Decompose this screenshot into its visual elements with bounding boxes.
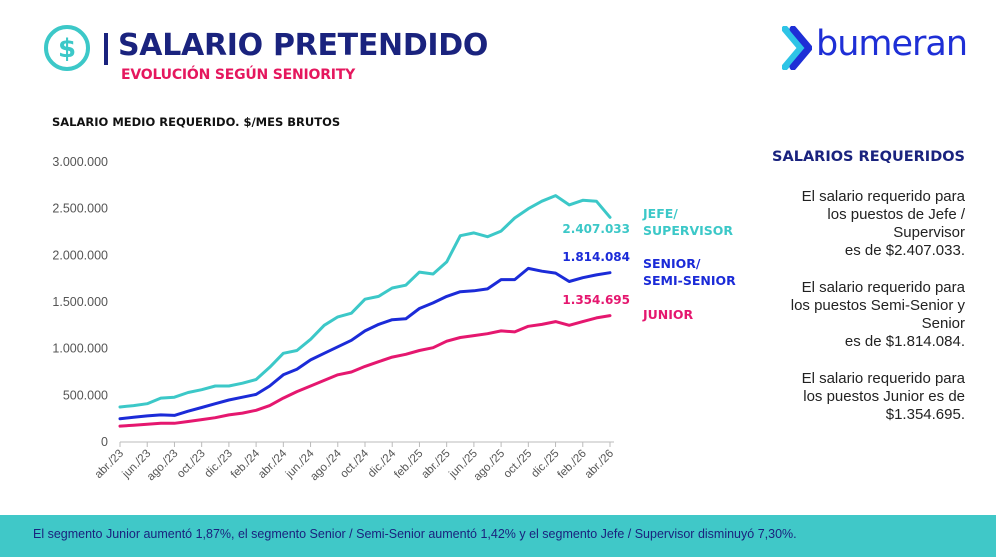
y-tick-label: 0 [101,435,108,449]
y-tick-label: 3.000.000 [52,155,108,169]
y-tick-label: 1.000.000 [52,342,108,356]
x-tick-label: abr./25 [419,448,452,481]
side-line: Supervisor [893,224,965,241]
salary-line-chart: 0 500.000 1.000.000 1.500.000 2.000.000 2.500… [52,155,736,484]
side-line: El salario requerido para [801,279,965,296]
footer-bar: El segmento Junior aumentó 1,87%, el seg… [0,515,996,557]
x-tick-label: abr./26 [583,448,616,481]
series-line-2 [118,314,612,428]
side-line: los puestos Junior es de [803,388,965,405]
side-line: El salario requerido para [801,188,965,205]
x-tick-label: ago./23 [145,448,181,484]
x-tick-label: feb./25 [392,448,425,481]
y-tick-label: 500.000 [63,388,108,402]
side-line: es de $2.407.033. [844,242,965,259]
x-tick-label: oct./23 [175,448,208,481]
series-name-label: JEFE/ [642,206,678,221]
series-line-0 [118,194,612,409]
bumeran-arrow-icon [782,26,812,70]
series-name-label: SUPERVISOR [643,223,733,238]
x-tick-label: dic./25 [529,448,561,480]
series-name-label: SEMI-SENIOR [643,273,736,288]
x-tick-label: feb./24 [229,447,263,481]
side-line: es de $1.814.084. [844,333,965,350]
side-line: los puestos de Jefe / [827,206,965,223]
side-paragraph-jefe: El salario requerido para los puestos de… [735,188,965,260]
side-line: $1.354.695. [885,406,965,423]
x-tick-label: abr./24 [256,447,290,481]
x-tick-label: ago./25 [472,448,508,484]
side-paragraph-senior: El salario requerido para los puestos Se… [735,279,965,351]
bumeran-logo: bumeran [782,22,972,74]
x-tick-label: oct./25 [502,448,535,481]
side-line: Senior [921,315,965,332]
end-value-label: 1.354.695 [562,293,630,307]
dollar-coin-icon: $ [44,25,90,71]
x-tick-label: dic./23 [203,448,235,480]
x-tick-label: feb./26 [556,448,589,481]
brand-name: bumeran [816,24,968,64]
y-tick-label: 2.000.000 [52,248,108,262]
series-name-label: SENIOR/ [643,256,701,271]
title-divider [104,33,108,65]
series-name-label: JUNIOR [642,307,694,322]
side-panel-title: SALARIOS REQUERIDOS [772,149,965,165]
series-line-1 [118,266,612,421]
chart-title: SALARIO MEDIO REQUERIDO. $/MES BRUTOS [52,115,341,129]
side-paragraph-junior: El salario requerido para los puestos Ju… [735,370,965,424]
x-tick-label: oct./24 [338,447,371,480]
end-value-label: 1.814.084 [562,250,630,264]
page-subtitle: EVOLUCIÓN SEGÚN SENIORITY [121,67,356,83]
y-tick-label: 1.500.000 [52,295,108,309]
svg-text:$: $ [58,34,76,64]
side-line: los puestos Semi-Senior y [790,297,965,314]
x-tick-label: abr./23 [93,448,126,481]
y-tick-label: 2.500.000 [52,202,108,216]
footer-note: El segmento Junior aumentó 1,87%, el seg… [33,527,797,541]
x-tick-label: ago./24 [308,447,344,483]
end-value-label: 2.407.033 [562,222,630,236]
page-title: SALARIO PRETENDIDO [118,28,489,63]
side-line: El salario requerido para [801,370,965,387]
